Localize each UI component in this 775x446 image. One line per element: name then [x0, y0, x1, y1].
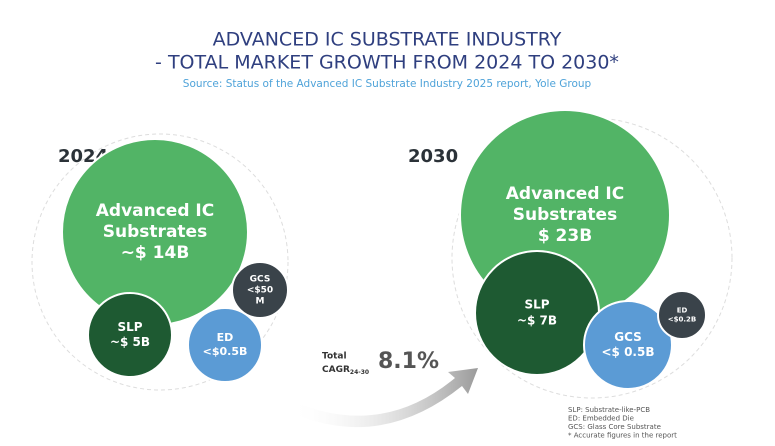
bubble-label: Advanced IC	[506, 184, 624, 204]
note: * Accurate figures in the report	[568, 432, 677, 440]
bubble	[583, 300, 673, 390]
bubble-label: <$0.5B	[203, 345, 248, 358]
title-line: ADVANCED IC SUBSTRATE INDUSTRY	[213, 29, 562, 51]
bubble-label: Advanced IC	[96, 201, 214, 221]
bubble-label: <$50	[247, 286, 273, 296]
bubble-label: M	[256, 297, 265, 307]
bubble-label: ~$ 5B	[110, 335, 150, 349]
year: 2030	[408, 146, 458, 167]
bubble	[657, 290, 707, 340]
cagr-label: CAGR24-30	[322, 365, 369, 376]
bubble-label: $ 23B	[538, 226, 592, 246]
bubble-label: Substrates	[103, 222, 207, 242]
bubble-label: SLP	[524, 298, 549, 312]
bubble	[87, 292, 173, 378]
note: ED: Embedded Die	[568, 415, 634, 423]
bubble-label: ED	[677, 307, 688, 315]
bubble-label: <$ 0.5B	[602, 345, 655, 359]
group-outline	[31, 133, 289, 391]
growth-arrow	[290, 368, 478, 428]
cagr-label: Total	[322, 352, 347, 362]
bubble-label: ED	[217, 331, 234, 344]
bubble-label: GCS	[614, 330, 642, 344]
cagr-sub: 24-30	[350, 369, 369, 376]
bubble-label: Substrates	[513, 205, 617, 225]
bubble-label: GCS	[250, 275, 271, 285]
bubble-label: ~$ 14B	[121, 243, 190, 263]
cagr-value: 8.1%	[378, 349, 439, 374]
cagr-label2: CAGR	[322, 365, 350, 375]
note: GCS: Glass Core Substrate	[568, 423, 661, 431]
bubble-label: SLP	[117, 320, 142, 334]
source: Source: Status of the Advanced IC Substr…	[183, 78, 592, 90]
title-line: - TOTAL MARKET GROWTH FROM 2024 TO 2030*	[155, 52, 619, 74]
note: SLP: Substrate-like-PCB	[568, 406, 650, 414]
bubble	[187, 307, 263, 383]
bubble-label: ~$ 7B	[517, 314, 557, 328]
bubble-label: <$0.2B	[668, 316, 696, 324]
bubble	[231, 261, 289, 319]
